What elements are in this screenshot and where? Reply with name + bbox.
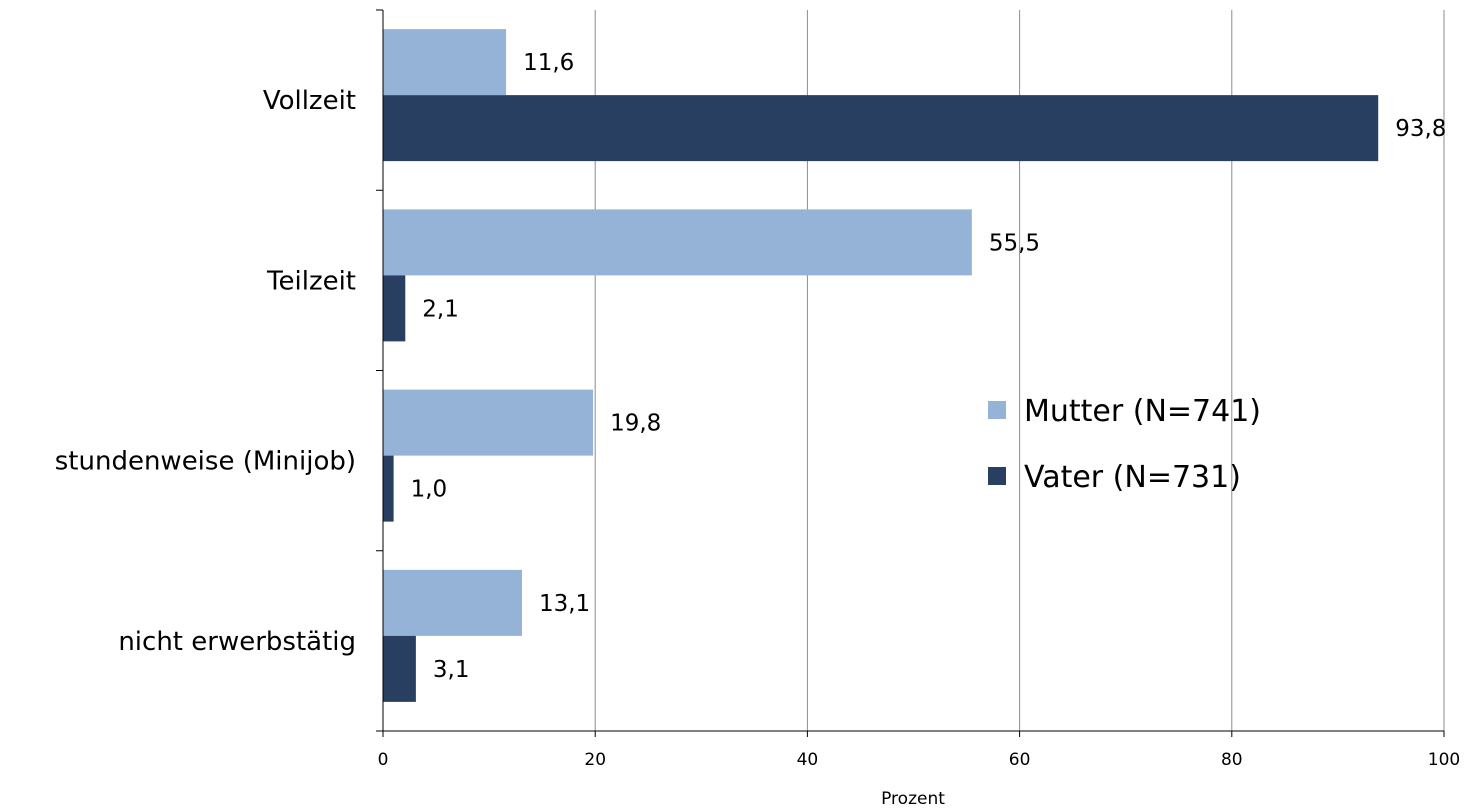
category-label: Teilzeit xyxy=(266,266,356,296)
legend-swatch xyxy=(988,401,1006,419)
bar-vater xyxy=(383,275,406,342)
bar-vater xyxy=(383,635,416,702)
bar-vater xyxy=(383,455,394,522)
bar-mutter xyxy=(383,569,522,636)
bar-mutter xyxy=(383,29,507,96)
x-tick-label: 40 xyxy=(797,750,819,770)
data-label: 13,1 xyxy=(539,591,590,617)
x-tick-label: 20 xyxy=(584,750,606,770)
data-label: 2,1 xyxy=(422,296,459,322)
x-tick-label: 0 xyxy=(378,750,389,770)
data-label: 11,6 xyxy=(523,50,574,76)
data-label: 3,1 xyxy=(433,657,470,683)
data-label: 93,8 xyxy=(1395,116,1446,142)
bars xyxy=(383,29,1379,702)
bar-mutter xyxy=(383,389,594,456)
bar-mutter xyxy=(383,209,972,276)
legend-swatch xyxy=(988,467,1006,485)
x-axis-title: Prozent xyxy=(881,789,945,809)
x-tick-label: 100 xyxy=(1428,750,1460,770)
category-label: nicht erwerbstätig xyxy=(118,627,356,657)
x-tick-label: 80 xyxy=(1221,750,1243,770)
axes xyxy=(376,9,1445,737)
category-label: stundenweise (Minijob) xyxy=(55,447,356,477)
category-label: Vollzeit xyxy=(263,86,356,116)
data-label: 1,0 xyxy=(411,477,448,503)
bar-vater xyxy=(383,95,1379,162)
legend-label: Vater (N=731) xyxy=(1024,460,1241,495)
legend-label: Mutter (N=741) xyxy=(1024,394,1261,429)
data-label: 19,8 xyxy=(610,411,661,437)
data-label: 55,5 xyxy=(989,230,1040,256)
labels: 0 20 40 60 80 100 Vollzeit 11,6 93,8 Teilzeit 55,5… xyxy=(55,50,1460,770)
legend: Mutter (N=741) Vater (N=731) xyxy=(988,394,1261,495)
x-tick-label: 60 xyxy=(1009,750,1031,770)
